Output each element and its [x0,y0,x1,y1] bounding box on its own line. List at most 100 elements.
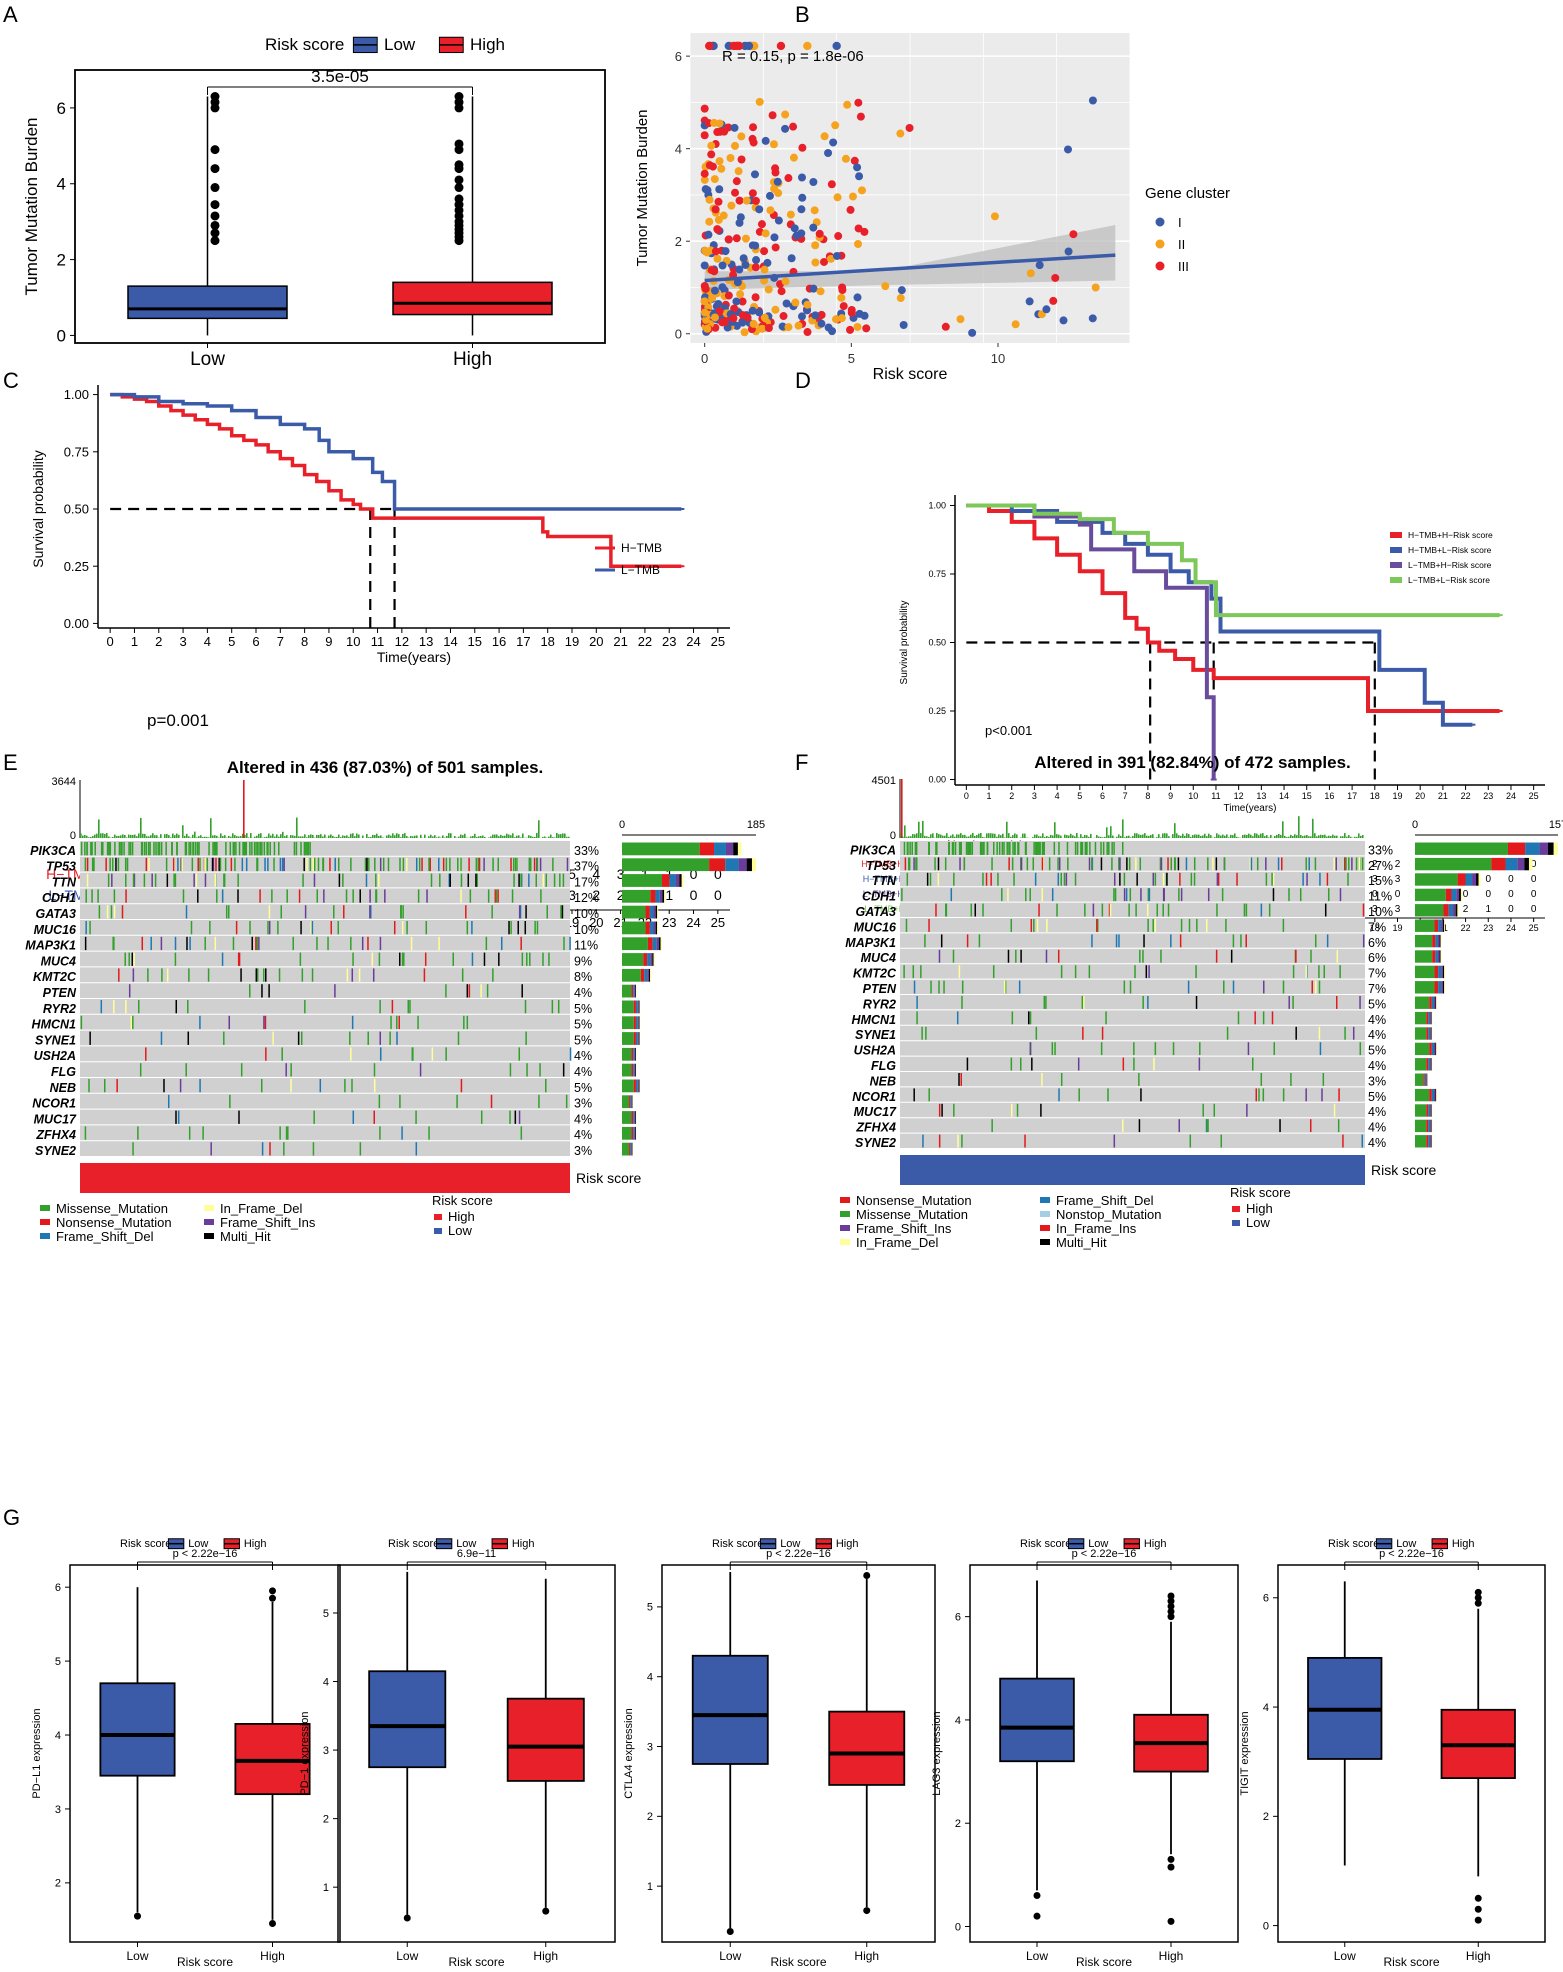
f-mutation-cell [1172,1042,1175,1056]
e-mutation-cell [334,984,336,998]
e-tmb-bar [170,837,172,838]
e-gene-bar-segment [622,937,648,951]
f-tmb-bar [946,833,948,838]
f-gene-bar-segment [1428,1058,1431,1071]
f-gene-label: HMCN1 [852,1013,896,1027]
e-mutation-cell [148,857,150,872]
e-title: Altered in 436 (87.03%) of 501 samples. [227,758,544,777]
b-data-point [774,189,783,198]
b-data-point [774,216,783,225]
a-pvalue: 3.5e-05 [311,67,369,86]
f-tmb-bar [1074,836,1076,838]
d-risk-value: 0 [1508,889,1514,900]
g4-ylabel: LAG3 expression [931,1711,943,1795]
e-tmb-bar [536,833,538,838]
f-gene-bar-segment [1430,1058,1432,1071]
e-mutation-cell [198,842,200,856]
e-mutation-cell [281,1047,283,1061]
e-mutation-cell [174,952,177,966]
f-gene-bar-segment [1437,950,1440,963]
f-mutation-cell [907,842,909,855]
g1-ytick-label: 5 [55,1656,61,1668]
f-mutation-cell [1138,1073,1140,1086]
e-gene-label: MAP3K1 [25,939,76,953]
c-risk-value: 0 [690,887,698,903]
e-mutation-cell [237,873,239,887]
e-tmb-bar [376,833,378,838]
f-mutation-cell [1024,1134,1026,1148]
f-mutation-cell [1347,872,1349,886]
f-gene-bar-segment [1428,1104,1431,1117]
f-mutation-cell [1245,934,1247,948]
e-legend-label-frame-shift-del: Frame_Shift_Del [56,1229,154,1244]
f-mutation-cell [1020,857,1023,871]
c-xtick-label: 19 [565,634,579,649]
b-data-point [751,293,760,302]
f-tmb-bar [920,833,922,838]
b-data-point [730,123,739,132]
f-gene-bar-segment [1460,888,1463,902]
e-mutation-cell [124,857,127,872]
e-tmb-bar [442,835,444,838]
e-mutation-cell [514,857,517,872]
e-mutation-cell [350,1047,352,1061]
e-mutation-cell [297,1031,300,1045]
e-mutation-cell [151,873,153,887]
f-mutation-cell [966,1057,969,1071]
e-mutation-cell [305,842,307,856]
f-mutation-cell [1216,872,1219,886]
e-mutation-cell [431,1047,434,1061]
e-tmb-bar [184,835,186,838]
g1-outlier [269,1594,276,1602]
b-data-point [757,220,766,229]
c-xtick-label: 15 [468,634,482,649]
b-data-point [853,322,862,331]
e-mutation-cell [526,1063,528,1077]
e-tmb-bar [464,833,466,838]
g1-ytick-label: 2 [55,1878,61,1890]
e-mutation-cell [240,968,242,982]
f-tmb-bar [1008,833,1010,838]
f-percent-label: 5% [1368,997,1386,1011]
e-mutation-cell [311,921,314,935]
e-tmb-bar [196,837,198,838]
e-tmb-bar [296,817,298,838]
e-gene-bar-segment [622,1142,630,1156]
f-mutation-cell [990,872,992,886]
e-gene-bar-segment [656,937,660,951]
e-mutation-cell [457,857,459,872]
e-mutation-cell [154,873,157,887]
f-mutation-cell [963,857,966,871]
f-gene-bar-segment [1435,996,1437,1009]
f-mutation-cell [1147,996,1149,1009]
e-mutation-cell [460,1079,463,1093]
d-legend-label-4: L−TMB+L−Risk score [1408,575,1490,585]
f-gene-label: MUC4 [861,951,896,965]
f-mutation-cell [1038,842,1041,855]
e-mutation-cell [181,857,183,872]
b-data-point [1063,145,1072,154]
f-mutation-cell [1091,934,1093,948]
e-mutation-cell [124,952,126,966]
e-legend-key-nonsense-mutation [40,1219,50,1225]
e-mutation-cell [240,1063,243,1077]
e-mutation-cell [167,1094,170,1109]
e-mutation-cell [237,952,240,966]
e-gene-bar-segment [659,889,663,903]
f-tmb-bar [1260,833,1262,838]
d-xtick-label: 14 [1279,791,1289,801]
g3-box-low [691,1654,769,1765]
f-mutation-cell [1162,872,1165,886]
f-mutation-cell [1046,919,1048,932]
b-data-point [750,170,759,179]
g1-xtick-label-low: Low [126,1949,148,1963]
e-mutation-cell [304,1000,306,1014]
f-risk-legend-key-low [1232,1220,1240,1226]
f-mutation-cell [958,1073,960,1086]
f-tmb-spike [901,779,903,838]
f-mutation-cell [1003,842,1005,855]
e-tmb-bar [216,835,218,838]
g2-ytick-label: 2 [323,1813,329,1825]
f-mutation-cell [1109,903,1112,917]
e-mutation-cell [468,857,470,872]
